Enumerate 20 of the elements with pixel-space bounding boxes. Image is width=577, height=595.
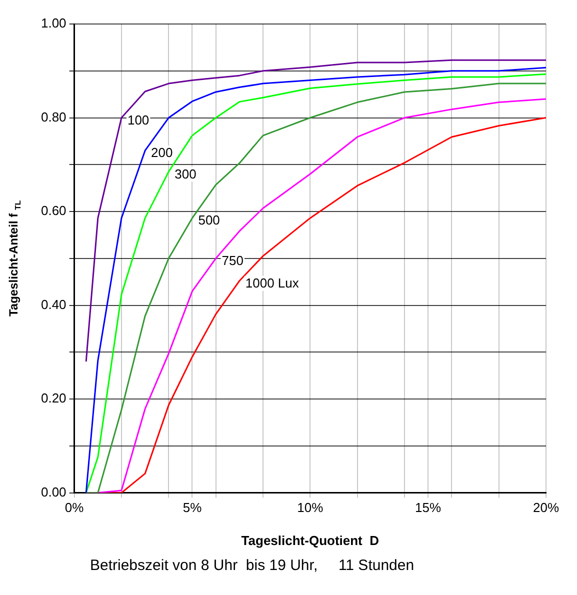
y-tick-label: 1.00	[40, 16, 66, 31]
series-label: 500	[198, 212, 220, 228]
series-label: 750	[222, 252, 244, 268]
x-tick-label: 15%	[415, 500, 442, 516]
x-tick-label: 10%	[297, 500, 324, 516]
y-tick-label: 0.20	[40, 390, 66, 406]
text: Betriebszeit von 8 Uhr bis 19 Uhr, 11 Stunden	[90, 557, 416, 574]
series-label: 100	[127, 112, 150, 128]
x-axis-title: Tageslicht-Quotient D	[241, 532, 380, 548]
x-tick-label: 5%	[182, 500, 202, 516]
x-tick-label: 20%	[532, 500, 560, 516]
y-tick-label: 0.80	[40, 109, 66, 124]
y-tick-label: 0.40	[40, 296, 66, 312]
series-label: 200	[151, 145, 173, 160]
series-label: 300	[174, 166, 196, 182]
series-label: 1000 Lux	[245, 275, 300, 290]
y-tick-label: 0.60	[40, 203, 66, 218]
x-tick-label: 0%	[64, 500, 84, 516]
y-tick-label: 0.00	[40, 484, 66, 500]
y-axis-title: Tageslicht-Anteil f TL	[6, 200, 23, 317]
